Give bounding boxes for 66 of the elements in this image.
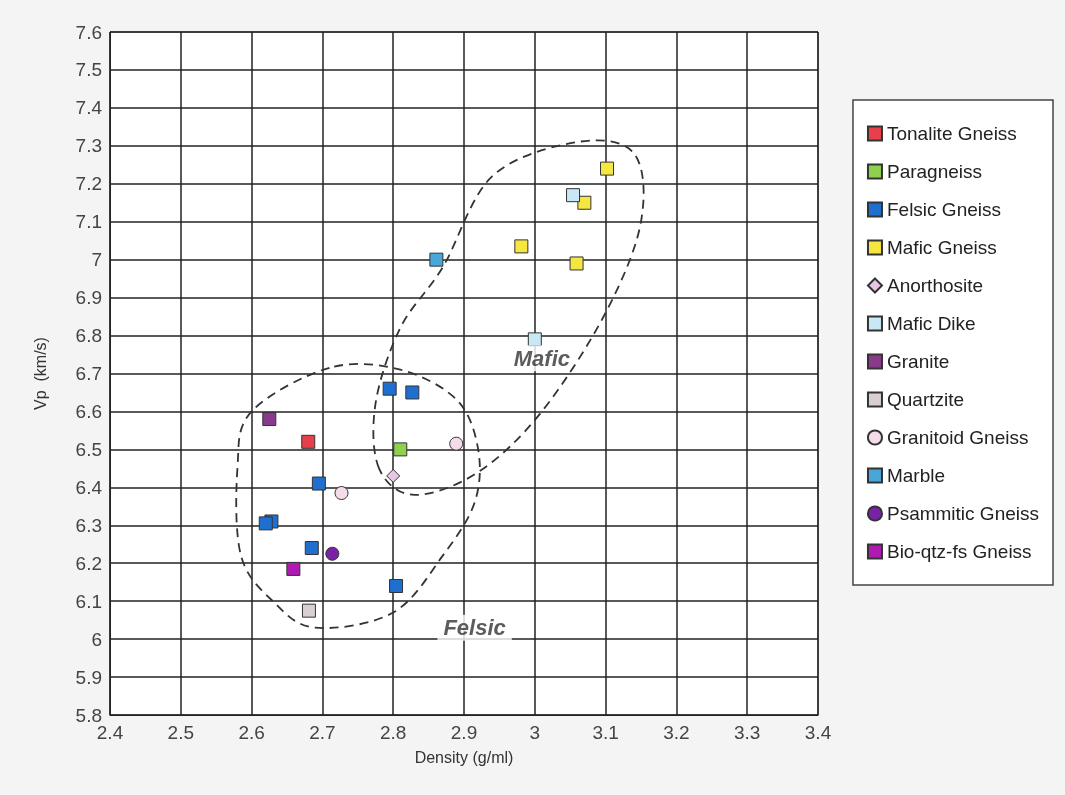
y-tick-label: 6.3 [75,514,102,536]
legend-label: Mafic Gneiss [886,237,997,258]
y-tick-label: 7.3 [75,135,102,157]
point [301,434,316,449]
y-tick-label: 7.2 [75,173,102,195]
y-tick-label: 6 [91,628,102,650]
point [449,436,464,451]
legend-label: Mafic Dike [886,313,976,334]
x-tick-label: 2.9 [450,722,478,743]
y-tick-label: 7.5 [75,59,102,81]
point [311,476,326,491]
legend-label: Paragneiss [886,161,983,182]
y-tick-label: 6.6 [75,400,102,422]
annotation: Felsic [443,615,506,641]
legend-label: Granitoid Gneiss [886,427,1029,448]
y-tick-label: 6.2 [75,552,102,574]
point [389,578,404,593]
point [566,188,581,203]
y-tick-label: 7.4 [75,97,103,119]
y-tick-label: 6.5 [75,438,102,460]
legend-label: Bio-qtz-fs Gneiss [886,541,1032,562]
y-tick-label: 6.9 [75,287,102,309]
x-tick-label: 3.4 [804,722,832,743]
point [514,239,529,254]
point [527,332,542,347]
y-tick-label: 6.7 [75,363,102,384]
point [405,385,420,400]
x-tick-label: 2.7 [309,722,336,743]
y-tick-label: 7.6 [75,21,102,43]
point [262,412,277,427]
annotation: Mafic [513,345,571,371]
point [393,442,408,457]
point [258,516,273,531]
point [325,546,340,561]
legend-label: Felsic Gneiss [886,199,1001,220]
x-tick-label: 3 [529,722,541,743]
y-tick-label: 5.9 [75,666,102,688]
y-tick-label: 6.8 [75,325,102,347]
point [577,195,592,210]
x-tick-label: 3.3 [733,722,761,743]
point [334,486,349,501]
x-tick-label: 2.6 [238,722,265,743]
y-axis-title: Vp (km/s) [31,337,49,410]
point [301,603,316,618]
legend-label: Anorthosite [886,275,984,296]
x-tick-label: 2.5 [167,722,195,743]
point [382,381,397,396]
point [429,252,444,267]
point [569,256,584,271]
x-tick-label: 3.1 [592,722,619,743]
legend-label: Psammitic Gneiss [886,503,1039,524]
x-tick-label: 3.2 [663,722,690,743]
legend-label: Granite [886,351,950,372]
y-tick-label: 7.1 [75,211,102,233]
y-tick-label: 6.4 [75,476,103,498]
legend-label: Quartzite [886,389,965,410]
y-tick-label: 7 [91,249,102,271]
x-tick-label: 2.8 [379,722,407,743]
point [600,161,615,176]
point [386,468,401,483]
point [286,561,301,576]
x-axis-title: Density (g/ml) [414,748,514,766]
legend-label: Marble [886,465,946,486]
point [304,541,319,556]
legend-label: Tonalite Gneiss [886,123,1017,144]
y-tick-label: 6.1 [75,590,102,612]
